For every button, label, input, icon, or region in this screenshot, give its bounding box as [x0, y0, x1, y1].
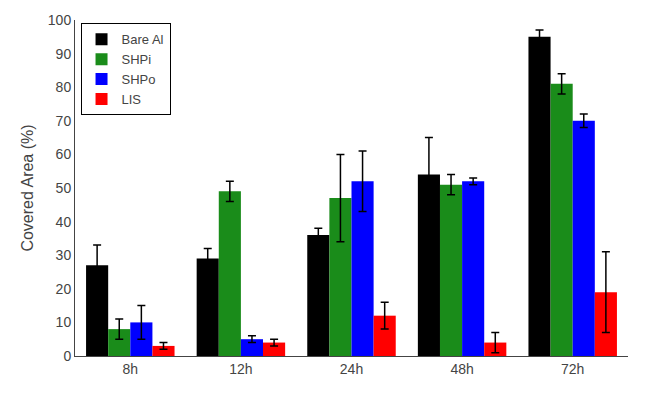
svg-text:0: 0	[63, 348, 71, 364]
svg-text:24h: 24h	[340, 361, 363, 377]
svg-text:40: 40	[56, 214, 72, 230]
svg-text:30: 30	[56, 247, 72, 263]
svg-text:80: 80	[56, 79, 72, 95]
svg-text:48h: 48h	[450, 361, 473, 377]
svg-text:70: 70	[56, 113, 72, 129]
svg-text:LIS: LIS	[122, 92, 142, 107]
svg-text:20: 20	[56, 281, 72, 297]
svg-text:50: 50	[56, 180, 72, 196]
svg-text:60: 60	[56, 146, 72, 162]
svg-text:Covered Area (%): Covered Area (%)	[19, 124, 36, 251]
svg-text:12h: 12h	[229, 361, 252, 377]
svg-text:SHPi: SHPi	[122, 52, 152, 67]
svg-text:Bare Al: Bare Al	[122, 32, 164, 47]
svg-text:SHPo: SHPo	[122, 72, 156, 87]
svg-text:8h: 8h	[123, 361, 139, 377]
svg-text:72h: 72h	[561, 361, 584, 377]
svg-text:100: 100	[48, 12, 72, 28]
svg-text:10: 10	[56, 314, 72, 330]
svg-text:90: 90	[56, 46, 72, 62]
